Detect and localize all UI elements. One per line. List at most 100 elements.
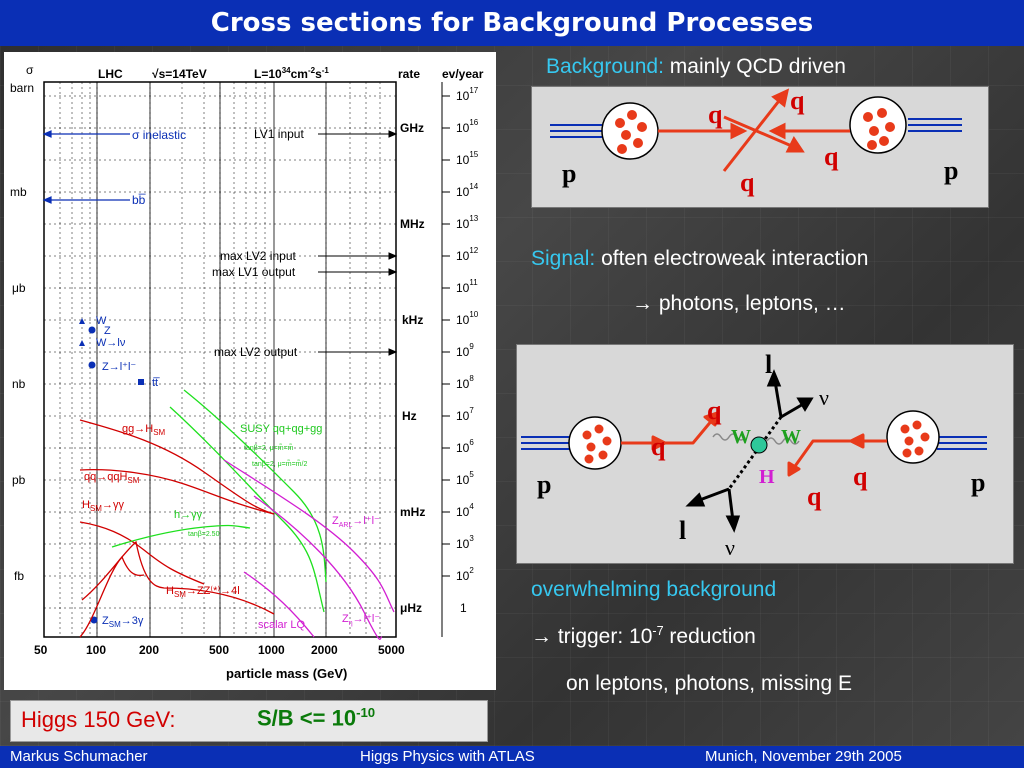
bg-q3: q [824,142,839,171]
x-tick: 1000 [258,643,285,657]
sig-p-right: p [971,468,985,497]
unit-pb: pb [12,473,26,487]
sig-l2: l [679,516,686,545]
ev-year-tick: 1 [460,601,467,615]
background-diagram: p p q q q q [531,86,989,208]
header-barn: barn [10,81,34,95]
rate-axis-units: GHz MHz kHz Hz mHz μHz [400,121,425,615]
label-scalar-lq: scalar LQ [258,619,306,631]
ev-year-tick: 1011 [456,278,478,295]
signal-diagram: p p q q q q l l ν ν W W H [516,344,1014,564]
header-sqrt-s: √s=14TeV [152,67,207,81]
sig-l1: l [765,350,772,379]
header-luminosity: L=1034cm-2s-1 [254,66,329,81]
label-zsm-3gamma: ZSM→3γ [102,615,144,629]
ev-year-tick: 106 [456,438,474,455]
ev-year-axis: 1017 1016 1015 1014 1013 1012 1011 1010 109 108 10… [442,86,479,615]
label-susy-small-2: tanβ=2, μ=m̃=m̃/2 [252,460,307,468]
label-ttbar: tt̅ [152,377,160,389]
title-bar [0,0,1024,46]
ev-year-tick: 109 [456,342,474,359]
ev-year-tick: 1010 [456,310,479,327]
sig-w1: W [731,426,751,448]
x-axis-ticks: 50 100 200 500 1000 2000 5000 [34,643,405,657]
ev-year-tick: 1015 [456,150,479,167]
ev-year-tick: 102 [456,566,474,583]
bg-q2: q [790,87,805,115]
x-tick: 100 [86,643,106,657]
x-tick: 2000 [311,643,338,657]
bg-q1: q [708,100,723,129]
sig-q1: q [707,396,722,425]
higgs-mass-label: Higgs 150 GeV: [21,707,176,732]
label-qq-qqh: qq→qqHSM [84,471,140,485]
label-w-lnu: W→lν [96,337,126,349]
bg-q4: q [740,168,755,197]
label-z-arl: ZARL→l⁺l⁻ [332,515,380,529]
sig-h: H [759,466,775,488]
signal-heading: Signal: often electroweak interaction [531,247,869,270]
footer-place-date: Munich, November 29th 2005 [705,748,902,765]
on-leptons-text: on leptons, photons, missing E [566,672,853,695]
rate-khz: kHz [402,313,423,327]
sig-nu1: ν [819,385,829,410]
unit-nb: nb [12,377,26,391]
label-z-ll: Z→l⁺l⁻ [102,361,136,373]
header-lhc: LHC [98,67,123,81]
footer-author: Markus Schumacher [10,748,148,765]
label-susy-small-1: tanβ=2, μ=m̃=m̃ [244,444,294,452]
label-w: W [96,315,107,327]
ev-year-tick: 103 [456,534,474,551]
label-susy: SUSY qq+qg+gg [240,423,322,435]
x-tick: 500 [209,643,229,657]
overwhelming-background: overwhelming background [531,578,777,601]
ev-year-tick: 1017 [456,86,479,103]
label-max-lv2-input: max LV2 input [220,249,296,263]
unit-fb: fb [14,569,24,583]
sig-q4: q [807,482,822,511]
rate-uhz: μHz [400,601,422,615]
sig-w2: W [781,426,801,448]
unit-ub: μb [12,281,26,295]
rate-hz: Hz [402,409,417,423]
x-axis-label: particle mass (GeV) [226,666,347,681]
cross-section-chart-panel: σ barn LHC √s=14TeV L=1034cm-2s-1 rate e… [4,52,496,690]
trigger-reduction: → trigger: 10-7 reduction [531,624,756,648]
label-max-lv2-output: max LV2 output [214,345,298,359]
rate-ghz: GHz [400,121,424,135]
bg-p-right: p [944,156,958,185]
cross-section-chart: σ barn LHC √s=14TeV L=1034cm-2s-1 rate e… [10,63,484,681]
rate-mhz: MHz [400,217,425,231]
background-heading: Background: mainly QCD driven [546,55,846,78]
header-rate: rate [398,67,420,81]
ev-year-tick: 104 [456,502,474,519]
label-gg-h: gg→HSM [122,423,166,437]
label-lv1-input: LV1 input [254,127,304,141]
ev-year-tick: 1012 [456,246,479,263]
left-axis-units: mb μb nb pb fb [10,185,27,583]
label-z-eta: Zη→l⁺l⁻ [342,613,380,627]
ev-year-tick: 108 [456,374,474,391]
label-z: Z [104,325,111,337]
label-tanb: tanβ=2.50 [188,531,220,538]
ev-year-tick: 1016 [456,118,479,135]
label-h-gammagamma: h→γγ [174,509,203,521]
x-tick: 5000 [378,643,405,657]
sig-p-left: p [537,470,551,499]
footer-bar: Markus Schumacher Higgs Physics with ATL… [0,746,1024,768]
unit-mb: mb [10,185,27,199]
bg-p-left: p [562,159,576,188]
ev-year-tick: 107 [456,406,474,423]
x-tick: 200 [139,643,159,657]
sb-ratio: S/B <= 10-10 [257,705,376,731]
label-bb: bb̅ [132,193,146,207]
ev-year-tick: 1013 [456,214,479,231]
sig-nu2: ν [725,535,735,560]
sig-q3: q [853,462,868,491]
footer-talk: Higgs Physics with ATLAS [360,748,535,765]
slide-title: Cross sections for Background Processes [210,8,814,38]
rate-mhz-milli: mHz [400,505,425,519]
label-sigma-inelastic: σ inelastic [132,128,186,142]
header-ev-year: ev/year [442,67,484,81]
signal-arrow-text: → photons, leptons, … [632,292,846,315]
